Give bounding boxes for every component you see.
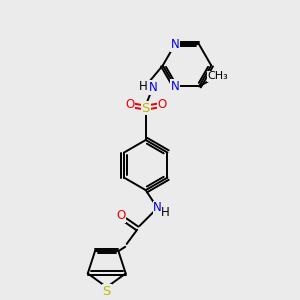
Text: N: N — [170, 38, 179, 51]
Text: H: H — [140, 80, 148, 93]
Text: O: O — [157, 98, 167, 111]
Text: N: N — [170, 80, 179, 93]
Text: S: S — [142, 102, 150, 115]
Text: CH₃: CH₃ — [207, 71, 228, 81]
Text: O: O — [125, 98, 134, 111]
Text: N: N — [153, 201, 162, 214]
Text: H: H — [161, 206, 170, 219]
Text: S: S — [103, 285, 111, 298]
Text: N: N — [149, 81, 158, 94]
Text: O: O — [116, 209, 125, 222]
